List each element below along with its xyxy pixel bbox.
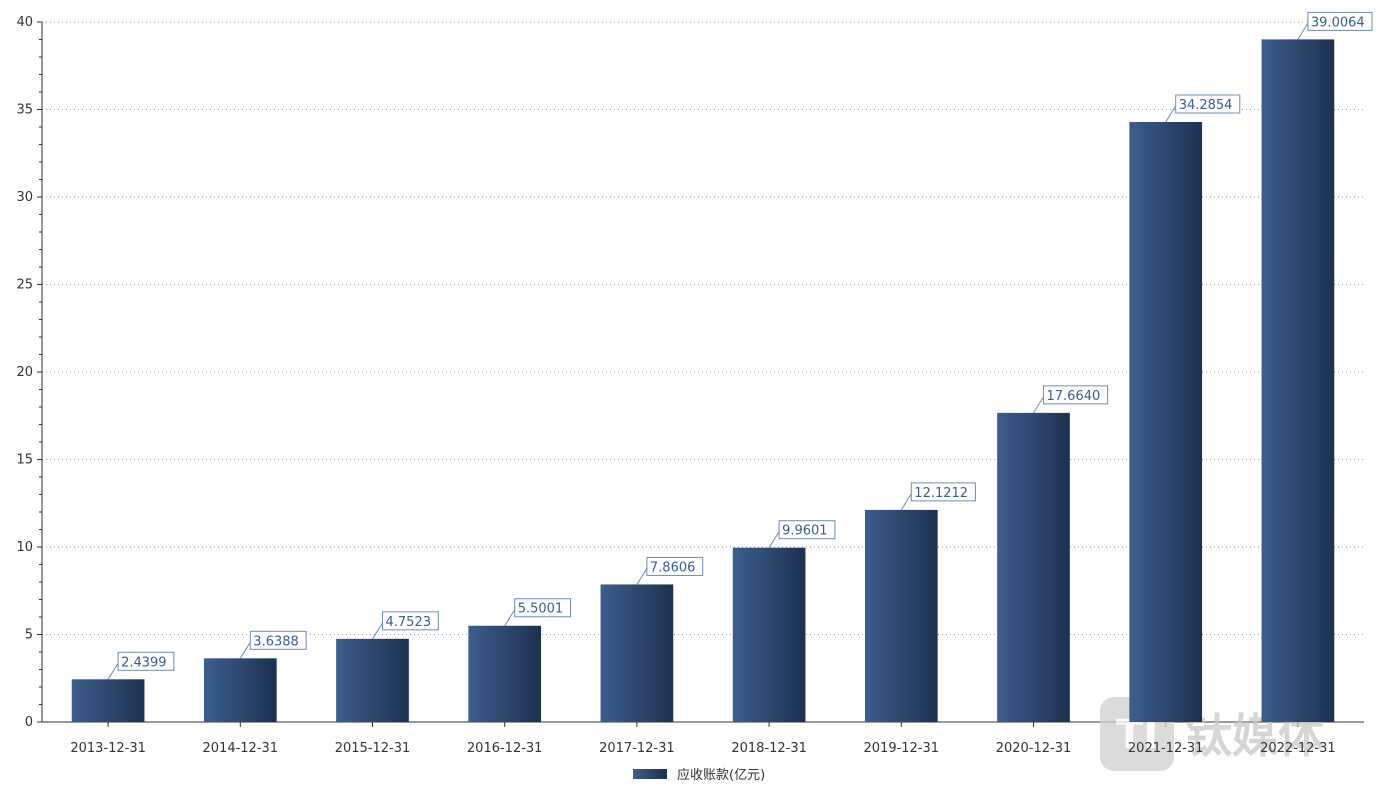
data-label-leader — [1165, 105, 1177, 123]
x-tick-label: 2015-12-31 — [335, 741, 411, 756]
data-label: 2.4399 — [121, 655, 167, 670]
data-label-box — [249, 630, 307, 650]
legend-label: 应收账款(亿元) — [677, 767, 765, 783]
data-labels: 2.4399 3.6388 4.7523 5.5001 7.8606 9.9601 12.1… — [107, 11, 1373, 680]
data-label: 5.5001 — [518, 602, 564, 617]
bar[interactable] — [71, 679, 145, 722]
x-tick-label: 2020-12-31 — [996, 741, 1072, 756]
y-tick-label: 40 — [16, 15, 33, 30]
x-tick-label: 2018-12-31 — [731, 741, 807, 756]
y-tick-label: 0 — [25, 715, 33, 730]
y-tick-label: 10 — [16, 540, 33, 555]
data-label-leader — [504, 609, 516, 627]
data-label: 3.6388 — [253, 634, 298, 649]
bar[interactable] — [997, 412, 1070, 722]
data-label: 34.2854 — [1179, 98, 1233, 113]
x-tick-label: 2014-12-31 — [203, 741, 279, 756]
bar[interactable] — [732, 547, 806, 722]
y-tick-label: 5 — [25, 628, 33, 643]
y-tick-label: 20 — [16, 365, 33, 380]
data-label: 39.0064 — [1311, 15, 1365, 30]
x-tick-label: 2021-12-31 — [1128, 741, 1204, 756]
y-tick-label: 30 — [16, 190, 33, 205]
bar[interactable] — [1129, 122, 1203, 723]
data-label-leader — [636, 568, 648, 585]
data-label-box — [1307, 11, 1373, 31]
data-label-box — [646, 556, 704, 576]
legend[interactable]: 应收账款(亿元) — [633, 767, 765, 783]
x-tick-label: 2016-12-31 — [467, 741, 543, 756]
data-label: 4.7523 — [386, 615, 432, 630]
y-tick-label: 25 — [16, 278, 33, 293]
bar[interactable] — [468, 625, 542, 722]
bar[interactable] — [864, 509, 938, 722]
bar[interactable] — [203, 658, 277, 722]
x-tick-labels: 2013-12-31 2014-12-31 2015-12-31 2016-12-31… — [70, 741, 1335, 756]
data-label-box — [514, 598, 572, 618]
x-tick-label: 2022-12-31 — [1260, 741, 1336, 756]
data-label-leader — [107, 663, 119, 680]
data-label-leader — [900, 493, 912, 511]
bar[interactable] — [1261, 39, 1335, 722]
data-label-leader — [1297, 23, 1309, 40]
data-label: 12.1212 — [914, 486, 968, 501]
data-label: 17.6640 — [1047, 389, 1101, 404]
bar[interactable] — [600, 584, 674, 722]
data-label-leader — [768, 531, 780, 548]
data-label-box — [117, 651, 175, 671]
data-label-leader — [239, 642, 251, 659]
data-label-box — [1175, 94, 1241, 114]
legend-swatch — [633, 769, 667, 779]
bars — [71, 39, 1335, 723]
data-label-leader — [372, 622, 383, 640]
data-label-box — [382, 611, 439, 631]
data-label: 7.8606 — [650, 560, 696, 575]
x-tick-label: 2019-12-31 — [864, 741, 940, 756]
y-tick-label: 15 — [16, 453, 33, 468]
x-tick-label: 2013-12-31 — [70, 741, 146, 756]
data-label-box — [1043, 385, 1109, 405]
data-label-leader — [1033, 396, 1044, 414]
y-tick-labels: 0 5 10 15 20 25 30 35 40 — [16, 15, 33, 730]
x-tick-label: 2017-12-31 — [599, 741, 675, 756]
data-label: 9.9601 — [782, 524, 828, 539]
y-tick-label: 35 — [16, 103, 33, 118]
bar[interactable] — [336, 638, 409, 722]
data-label-box — [778, 520, 836, 540]
data-label-box — [910, 482, 976, 502]
